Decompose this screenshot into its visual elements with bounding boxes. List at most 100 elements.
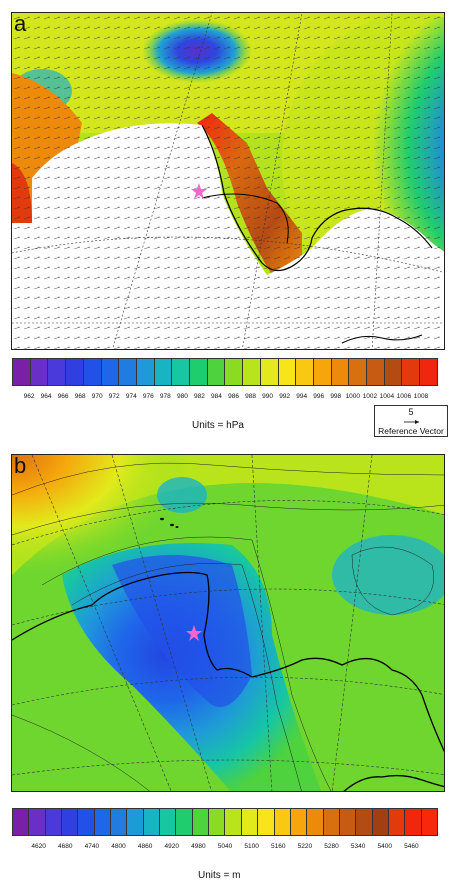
reference-vector-box: 5 Reference Vector [374,405,448,437]
colorbar-tick-label: 962 [23,393,35,400]
colorbar-tick-label: 4620 [31,843,46,850]
colorbar-swatch [176,809,193,835]
graticule-b [12,455,444,791]
station-star-marker [191,183,207,199]
ice-shelf-line [201,193,289,244]
colorbar-tick-label: 966 [57,393,69,400]
colorbar-tick-label: 998 [330,393,342,400]
colorbar-tick-label: 984 [211,393,222,400]
colorbar-swatch [331,359,350,385]
colorbar-tick-label: 1004 [379,393,395,400]
colorbar-swatch [278,359,297,385]
pressure-map-svg [12,13,444,349]
colorbar-swatch [367,359,385,385]
colorbar-tick-label: 5040 [217,843,233,850]
reference-vector-label: Reference Vector [378,426,444,436]
colorbar-swatch [192,809,210,835]
colorbar-tick-label: 5160 [271,843,286,850]
colorbar-tick-label: 986 [228,393,239,400]
colorbar-tick-label: 994 [296,393,308,400]
colorbar-swatch [78,809,95,835]
colorbar-swatch [13,359,31,385]
colorbar-swatch [127,809,144,835]
colorbar-swatch [258,809,275,835]
colorbar-swatch [421,809,437,835]
colorbar-swatch [136,359,155,385]
colorbar-swatch [384,359,403,385]
colorbar-tick-label: 4920 [164,843,179,850]
colorbar-swatch [356,809,373,835]
colorbar-tick-label: 976 [142,393,154,400]
colorbar-tick-label: 996 [313,393,325,400]
colorbar-swatch [307,809,324,835]
colorbar-tick-label: 990 [262,393,274,400]
colorbar-tick-label: 964 [40,393,52,400]
colorbar-swatch [241,809,259,835]
colorbar-swatch [260,359,279,385]
trough-core [112,555,252,707]
colorbar-tick-label: 968 [74,393,86,400]
colorbar-tick-label: 974 [125,393,137,400]
panel-a-label: a [14,12,27,36]
height-contours [12,462,444,791]
colorbar-tick-label: 4980 [191,843,206,850]
colorbar-swatch [48,359,67,385]
colorbar-swatch [372,809,389,835]
colorbar-tick-label: 5400 [377,843,392,850]
islands [160,517,179,528]
colorbar-swatch [349,359,368,385]
colorbar-swatch [66,359,84,385]
colorbar-tick-label: 4680 [58,843,73,850]
colorbar-swatch [143,809,161,835]
colorbar-swatch [420,359,437,385]
reference-arrow-icon [404,420,419,424]
colorbar-swatch [209,809,226,835]
colorbar-swatch [101,359,120,385]
colorbar-tick-label: 4740 [84,843,100,850]
wind-vectors [12,13,444,349]
colorbar-swatch [154,359,173,385]
colorbar-swatch [405,809,422,835]
colorbar-tick-label: 1000 [345,393,361,400]
coastline-south [341,334,423,344]
colorbar-tick-label: 5460 [404,843,419,850]
colorbar-swatch [30,359,49,385]
colorbar-tick-label: 5340 [350,843,366,850]
colorbar-swatch [225,359,244,385]
colorbar-swatch [29,809,46,835]
station-star-marker-b [186,625,202,641]
colorbar-swatch [207,359,226,385]
colorbar-swatch [243,359,261,385]
trough-north [157,477,207,513]
height-colorbar [12,808,438,836]
colorbar-tick-label: 992 [279,393,291,400]
graticule [12,13,444,349]
colorbar-tick-label: 1008 [413,393,429,400]
colorbar-swatch [402,359,421,385]
height-units-label: Units = m [198,870,241,881]
panel-b-geopotential-map: b [11,454,445,792]
colorbar-tick-label: 5220 [297,843,313,850]
pressure-units-label: Units = hPa [192,420,244,431]
colorbar-tick-label: 1002 [362,393,378,400]
colorbar-tick-label: 972 [108,393,120,400]
colorbar-tick-label: 988 [245,393,256,400]
colorbar-swatch [111,809,128,835]
colorbar-tick-label: 5280 [324,843,339,850]
panel-a-pressure-map: a [11,12,445,350]
colorbar-tick-label: 978 [159,393,171,400]
colorbar-swatch [45,809,63,835]
colorbar-tick-label: 4800 [111,843,126,850]
colorbar-tick-label: 5100 [244,843,259,850]
colorbar-swatch [160,809,177,835]
colorbar-swatch [83,359,102,385]
pressure-colorbar-ticks: 962 964 966 968 970 972 974 976 978 980 982 984 986 9… [12,393,438,403]
pressure-colorbar [12,358,438,386]
colorbar-swatch [313,359,332,385]
colorbar-swatch [190,359,208,385]
colorbar-swatch [339,809,357,835]
colorbar-swatch [323,809,340,835]
colorbar-swatch [388,809,406,835]
colorbar-tick-label: 982 [194,393,205,400]
colorbar-swatch [94,809,112,835]
